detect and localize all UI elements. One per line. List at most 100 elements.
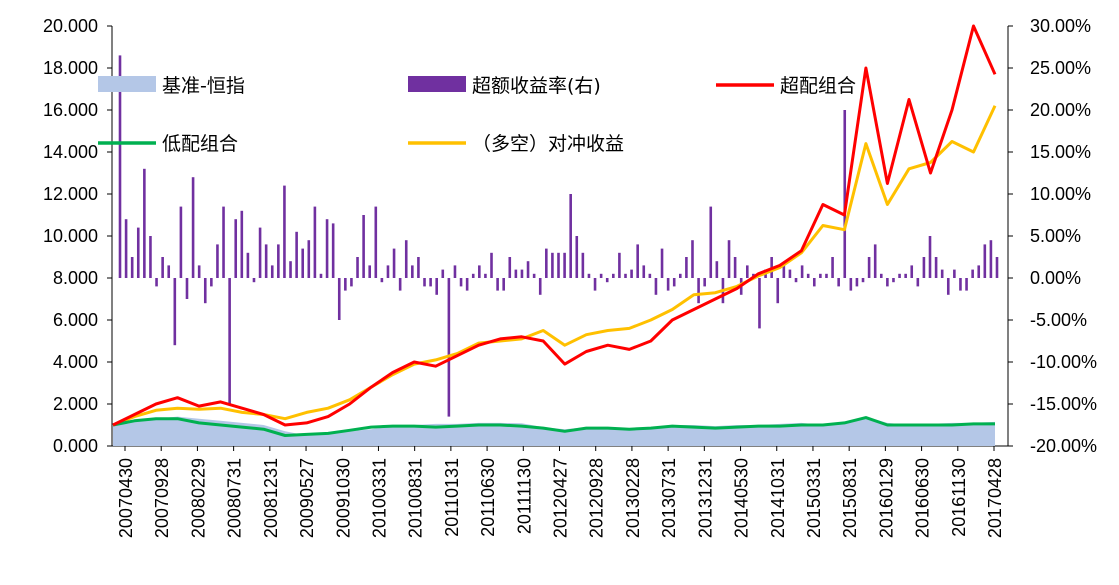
excess-bar (806, 273, 810, 278)
x-tick-label: 20081231 (261, 458, 281, 538)
excess-bar (447, 278, 451, 417)
right-tick-label: -5.00% (1030, 310, 1087, 330)
excess-bar (861, 278, 865, 283)
excess-bar (538, 278, 542, 295)
excess-bar (478, 265, 481, 278)
excess-bar (575, 236, 579, 278)
right-tick-label: 30.00% (1030, 16, 1091, 36)
excess-bar (173, 278, 177, 346)
x-tick-label: 20131231 (695, 458, 715, 538)
x-tick-label: 20141031 (768, 458, 788, 538)
excess-bar (551, 252, 554, 278)
excess-bar (234, 219, 238, 278)
excess-bar (222, 206, 225, 278)
excess-bar (599, 273, 603, 278)
excess-bar (411, 265, 414, 278)
excess-bar (337, 278, 341, 320)
excess-bar (155, 278, 158, 287)
excess-bar (149, 236, 152, 278)
excess-bar (800, 265, 804, 278)
excess-bar (380, 278, 384, 283)
excess-bar (989, 240, 993, 278)
left-tick-label: 4.000 (53, 352, 98, 372)
excess-bar (879, 273, 883, 278)
excess-bar (648, 273, 652, 278)
excess-bar (727, 240, 731, 278)
right-tick-label: -10.00% (1030, 352, 1097, 372)
excess-bar (441, 269, 445, 278)
benchmark-area-layer (113, 416, 995, 446)
excess-bar (490, 252, 493, 278)
excess-bar (520, 269, 524, 278)
excess-bar (642, 265, 646, 278)
right-tick-label: -20.00% (1030, 436, 1097, 456)
right-tick-label: -15.00% (1030, 394, 1097, 414)
excess-bar (660, 248, 664, 278)
excess-bar (557, 252, 560, 278)
right-tick-label: 0.00% (1030, 268, 1081, 288)
excess-bar (258, 227, 262, 278)
excess-bars-layer (118, 55, 999, 417)
excess-bar (776, 278, 780, 304)
overweight-line (112, 24, 997, 427)
x-tick-label: 20160129 (876, 458, 896, 538)
excess-bar (745, 265, 749, 278)
excess-bar (435, 278, 438, 295)
excess-bar (289, 261, 292, 278)
excess-bar (374, 206, 378, 278)
excess-bar (118, 55, 122, 279)
excess-bar (934, 257, 938, 278)
excess-bar (130, 257, 134, 278)
excess-bar (587, 273, 591, 278)
excess-bar (709, 206, 713, 278)
excess-bar (404, 240, 408, 278)
x-tick-label: 20170428 (985, 458, 1005, 538)
excess-bar (654, 278, 658, 295)
excess-bar (362, 215, 365, 278)
excess-bar (672, 278, 676, 287)
x-tick-label: 20090527 (297, 458, 317, 538)
excess-bar (459, 278, 463, 287)
excess-bar (959, 278, 962, 291)
x-tick-label: 20150831 (840, 458, 860, 538)
legend-swatch-excess (408, 76, 466, 92)
excess-bar (983, 244, 987, 278)
legend: 基准-恒指 超额收益率(右) 超配组合 低配组合 （多空）对冲收益 (98, 75, 856, 155)
excess-bar (636, 244, 639, 278)
excess-bar (612, 273, 615, 278)
excess-bar (344, 278, 347, 291)
x-tick-label: 20070928 (152, 458, 172, 538)
underweight-line (112, 416, 995, 437)
excess-bar (484, 273, 487, 278)
excess-bar (831, 257, 834, 278)
excess-bar (453, 265, 457, 278)
benchmark-area (113, 416, 995, 446)
excess-bar (685, 257, 688, 278)
x-tick-label: 20110131 (442, 458, 462, 537)
tick-labels-layer: 0.000 2.000 4.000 6.000 8.000 10.000 12.000 14.… (43, 16, 1097, 538)
excess-bar (679, 273, 682, 278)
excess-bar (849, 278, 853, 291)
excess-bar (837, 278, 840, 287)
excess-bar (392, 248, 396, 278)
x-tick-label: 20100831 (406, 458, 426, 538)
excess-bar (691, 240, 694, 278)
right-tick-label: 5.00% (1030, 226, 1081, 246)
excess-bar (185, 278, 189, 299)
excess-bar (605, 278, 609, 283)
excess-bar (965, 278, 968, 291)
left-tick-label: 20.000 (43, 16, 98, 36)
excess-bar (953, 269, 956, 278)
excess-bar (898, 273, 901, 278)
left-tick-label: 12.000 (43, 184, 98, 204)
right-tick-label: 20.00% (1030, 100, 1091, 120)
excess-bar (782, 265, 786, 278)
excess-bar (295, 231, 298, 278)
legend-label-underweight: 低配组合 (162, 133, 238, 155)
excess-bar (904, 273, 907, 278)
left-tick-label: 2.000 (53, 394, 98, 414)
excess-bar (563, 252, 566, 278)
x-tick-label: 20120928 (587, 458, 607, 538)
excess-bar (630, 269, 633, 278)
